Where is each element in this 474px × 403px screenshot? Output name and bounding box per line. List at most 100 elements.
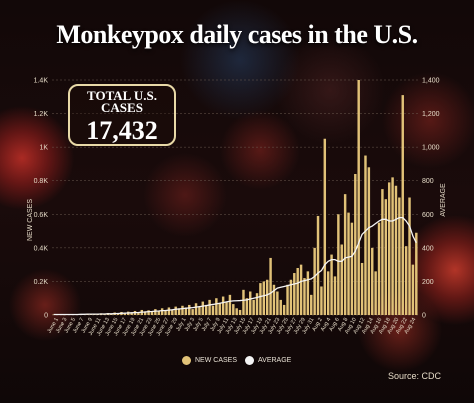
bar: [188, 304, 191, 315]
bar: [398, 197, 401, 315]
page-title: Monkeypox daily cases in the U.S.: [56, 20, 418, 49]
right-axis-label: AVERAGE: [440, 183, 447, 217]
total-cases-label: TOTAL U.S. CASES: [87, 88, 157, 115]
bar: [347, 212, 350, 315]
bar: [289, 279, 293, 315]
legend-item-average: AVERAGE: [245, 355, 292, 365]
bar: [147, 310, 150, 315]
bar: [255, 293, 259, 315]
y-tick-label-right: 800: [422, 178, 434, 185]
bar: [313, 247, 316, 315]
bar: [357, 80, 360, 315]
y-tick-label-left: 0.6K: [34, 212, 49, 219]
bar: [381, 189, 384, 315]
bar: [150, 311, 154, 315]
bar: [116, 313, 120, 315]
legend-item-new-cases: NEW CASES: [182, 355, 238, 365]
y-tick-label-right: 600: [422, 212, 434, 219]
bar: [174, 306, 177, 315]
bar: [306, 271, 310, 315]
left-axis-label: NEW CASES: [27, 199, 34, 241]
bar: [160, 308, 164, 315]
bar: [265, 279, 269, 315]
bar: [415, 232, 418, 315]
bar: [371, 247, 374, 315]
bar: [293, 273, 296, 315]
gridlines: [52, 79, 418, 316]
bar: [296, 268, 299, 315]
bar: [411, 264, 415, 315]
bar: [225, 301, 228, 315]
y-tick-label-left: 0: [44, 313, 48, 320]
bar: [143, 311, 147, 315]
bar: [350, 222, 354, 315]
bar: [343, 194, 347, 315]
bar: [130, 312, 133, 315]
bar: [221, 296, 225, 315]
bar: [272, 284, 276, 315]
bar: [337, 214, 340, 315]
bar: [310, 294, 313, 315]
average-swatch: [245, 355, 255, 365]
legend-label-new-cases: NEW CASES: [195, 356, 238, 364]
legend-label-average: AVERAGE: [258, 356, 292, 364]
bar: [364, 155, 367, 315]
bar: [157, 310, 160, 315]
bar: [218, 303, 221, 315]
bar: [235, 308, 238, 315]
bar: [154, 309, 157, 315]
y-tick-label-left: 0.8K: [34, 178, 49, 185]
bar: [320, 286, 323, 315]
bar: [123, 312, 127, 315]
bar: [252, 299, 255, 315]
bar: [323, 138, 327, 315]
bar: [374, 271, 377, 315]
y-tick-label-right: 1,400: [422, 78, 440, 85]
bar: [404, 246, 408, 315]
bar: [164, 309, 167, 315]
bar: [249, 291, 252, 315]
bar: [286, 284, 289, 315]
bar: [360, 262, 364, 315]
bar: [303, 278, 306, 315]
bar: [211, 305, 215, 315]
bar: [391, 177, 394, 315]
y-tick-label-right: 400: [422, 245, 434, 252]
bar: [228, 294, 232, 315]
bar: [377, 222, 381, 315]
bar: [299, 264, 303, 315]
legend: NEW CASES AVERAGE: [182, 354, 291, 366]
bar: [387, 182, 391, 315]
bar: [340, 244, 343, 315]
bar: [276, 291, 279, 315]
y-tick-label-left: 1.4K: [34, 78, 49, 85]
bar: [201, 301, 205, 315]
bar: [282, 304, 286, 315]
bar: [384, 199, 388, 315]
bar: [408, 197, 411, 315]
bar: [279, 299, 282, 315]
y-tick-label-left: 0.2K: [34, 279, 49, 286]
y-tick-label-left: 0.4K: [34, 245, 49, 252]
bar: [316, 215, 320, 315]
bar: [204, 304, 208, 315]
y-tick-label-right: 1,000: [422, 145, 440, 152]
right-axis-ticks: 0 200 400 600 800 1,000 1,200 1,400: [422, 78, 440, 320]
bar: [354, 174, 357, 315]
bar: [245, 298, 249, 315]
bar: [177, 308, 181, 315]
bar: [137, 312, 140, 315]
bar: [167, 307, 171, 315]
bar: [259, 283, 262, 315]
bar: [208, 299, 211, 315]
total-cases-box: TOTAL U.S. CASES 17,432: [68, 84, 176, 146]
bar: [330, 254, 333, 315]
bar: [198, 306, 201, 315]
bar: [215, 298, 218, 315]
bar: [184, 307, 188, 315]
bar: [242, 289, 245, 315]
bar: [262, 281, 266, 315]
y-tick-label-left: 1K: [39, 145, 48, 152]
